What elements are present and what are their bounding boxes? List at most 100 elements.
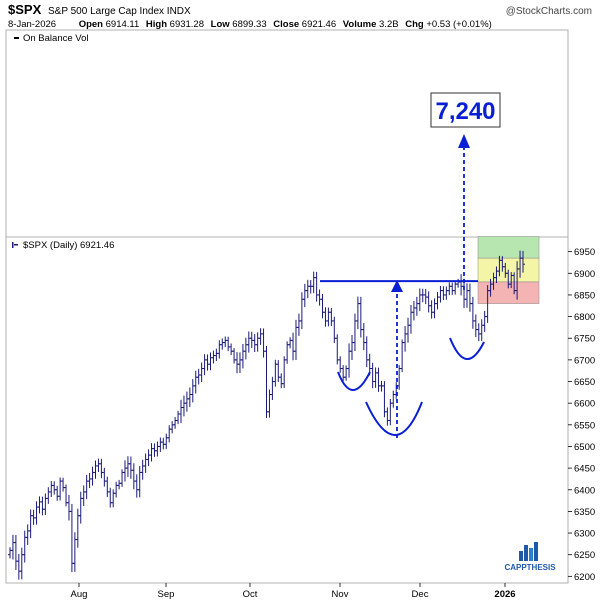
y-tick-label: 6800 — [574, 312, 595, 323]
ohlc-bar — [93, 460, 98, 479]
ohlc-bar — [358, 296, 363, 338]
ohlc-bar — [226, 336, 231, 352]
ohlc-bar — [370, 362, 375, 389]
index-name: S&P 500 Large Cap Index INDX — [48, 6, 191, 17]
ohlc-bar — [296, 313, 301, 336]
ohlc-bar — [355, 296, 360, 330]
ohlc-bar — [81, 485, 86, 506]
ohlc-bar — [134, 474, 139, 498]
ohlc-bar — [46, 487, 51, 504]
ohlc-bar — [167, 425, 172, 443]
x-tick-label: 2026 — [494, 589, 515, 600]
ohlc-bar — [417, 288, 422, 312]
price-legend-swatch-tick — [14, 244, 18, 246]
ohlc-bar — [114, 481, 119, 498]
ohlc-bar — [105, 476, 110, 498]
right-shoulder-arc — [449, 337, 485, 360]
ohlc-bar — [482, 310, 487, 332]
ohlc-bar — [261, 328, 266, 358]
logo-bar-2 — [524, 545, 528, 561]
ohlc-bar — [211, 350, 216, 364]
target-callout: 7,240 — [430, 92, 501, 128]
ohlc-bar — [361, 323, 366, 351]
ohlc-bar — [137, 465, 142, 498]
ohlc-bar — [299, 292, 304, 330]
ohlc-bar — [426, 291, 431, 313]
ohlc-bar — [28, 509, 33, 539]
obv-legend-label: On Balance Vol — [23, 33, 89, 44]
ohlc-bar — [308, 280, 313, 294]
ohlc-bar — [143, 453, 148, 473]
ohlc-bar — [258, 328, 263, 345]
ohlc-bar — [470, 296, 475, 329]
ohlc-bar — [214, 348, 219, 362]
ohlc-bar — [128, 456, 133, 479]
ohlc-bar — [87, 472, 92, 489]
ohlc-info-line: 8-Jan-2026 Open 6914.11 High 6931.28 Low… — [8, 19, 492, 30]
ohlc-bar — [476, 323, 481, 342]
ohlc-bar — [438, 285, 443, 303]
ohlc-bar — [347, 343, 352, 378]
ohlc-bar — [205, 354, 210, 371]
ohlc-bar — [317, 289, 322, 306]
ohlc-bar — [243, 337, 248, 360]
ohlc-bar — [66, 494, 71, 521]
ohlc-bar — [432, 298, 437, 319]
ohlc-bar — [108, 487, 113, 508]
ohlc-bar — [411, 300, 416, 321]
ohlc-bar — [293, 319, 298, 361]
ohlc-bar — [117, 479, 122, 490]
ohlc-bar — [394, 382, 399, 399]
ohlc-bar — [193, 370, 198, 394]
ohlc-bar — [521, 250, 525, 273]
ohlc-bar — [320, 294, 325, 319]
ohlc-bar — [146, 449, 151, 467]
y-tick-label: 6700 — [574, 355, 595, 366]
ohlc-bar — [8, 547, 12, 559]
ohlc-bar — [462, 278, 467, 309]
ohlc-bar — [37, 496, 42, 514]
logo-bar-3 — [529, 548, 533, 561]
ohlc-bar — [270, 376, 275, 400]
x-tick-label: Dec — [412, 589, 429, 600]
head-arc — [365, 401, 423, 436]
ohlc-bar — [235, 352, 240, 374]
y-tick-label: 6600 — [574, 399, 595, 410]
ohlc-bar — [34, 501, 39, 525]
ohlc-bar — [99, 458, 104, 479]
ohlc-bar — [19, 547, 24, 580]
ohlc-bar — [84, 474, 89, 500]
ohlc-bar — [302, 283, 307, 308]
ohlc-bar — [179, 399, 183, 424]
ohlc-bar — [72, 532, 77, 572]
ohlc-bar — [435, 292, 440, 310]
ohlc-bar — [90, 466, 95, 486]
ohlc-bar — [429, 300, 434, 319]
ohlc-bar — [217, 340, 222, 359]
ohlc-bar — [279, 373, 284, 389]
symbol-label: $SPX — [8, 2, 42, 17]
ohlc-bar — [96, 458, 101, 473]
y-tick-label: 6400 — [574, 485, 595, 496]
ohlc-bar — [447, 282, 452, 296]
x-tick-label: Nov — [332, 589, 349, 600]
price-panel-frame — [5, 236, 569, 584]
ohlc-bar — [202, 354, 207, 376]
ohlc-bar — [69, 503, 74, 573]
y-tick-label: 6250 — [574, 550, 595, 561]
ohlc-bar — [102, 467, 107, 487]
watermark: @StockCharts.com — [506, 6, 592, 17]
ohlc-bar — [264, 346, 269, 418]
ohlc-bar — [181, 395, 186, 417]
ohlc-bar — [140, 459, 145, 480]
ohlc-bar — [282, 356, 287, 388]
ohlc-bar — [464, 283, 469, 308]
ohlc-bar — [199, 362, 204, 383]
ohlc-bar — [223, 336, 228, 348]
zone-green — [477, 236, 540, 259]
ohlc-bar — [406, 317, 411, 343]
ohlc-bar — [385, 407, 390, 426]
ohlc-bar — [473, 314, 478, 338]
target-arrowhead — [458, 134, 470, 148]
